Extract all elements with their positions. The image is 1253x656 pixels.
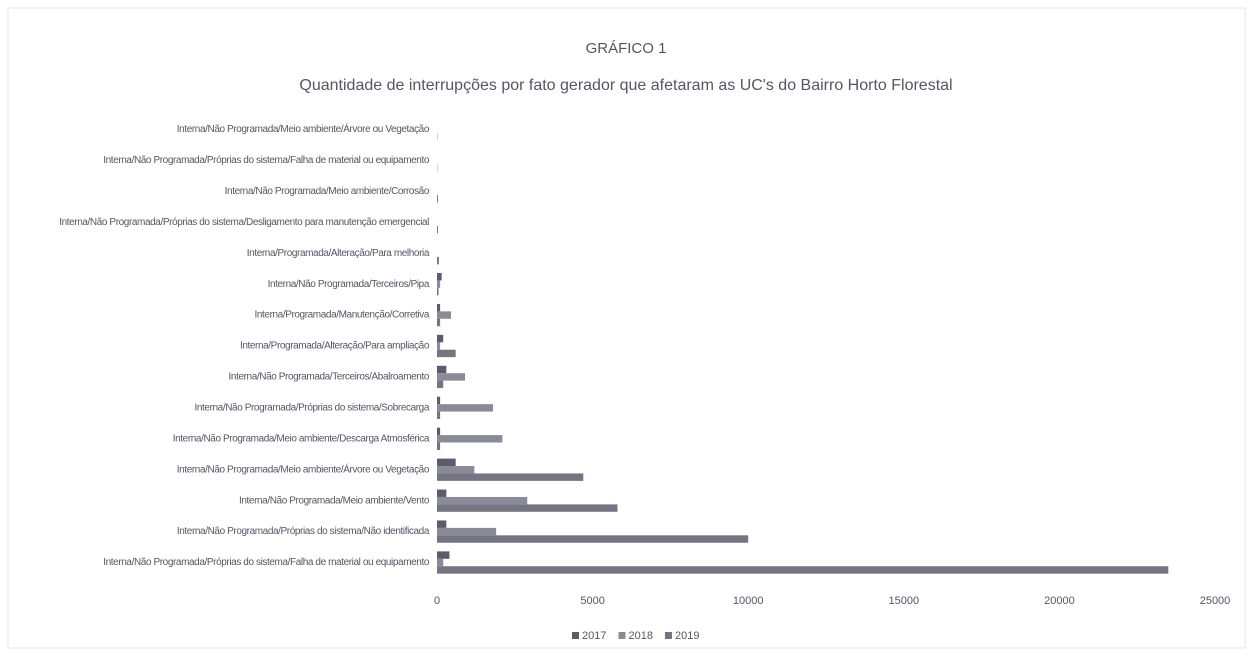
- bar: [437, 535, 749, 543]
- y-tick-label: Interna/Não Programada/Terceiros/Pipa: [268, 279, 430, 290]
- x-tick-label: 25000: [1200, 595, 1231, 607]
- bar: [437, 404, 494, 412]
- chart-subtitle: Quantidade de interrupções por fato gera…: [299, 77, 952, 94]
- bar: [437, 373, 466, 381]
- bar: [437, 442, 441, 450]
- y-tick-label: Interna/Programada/Alteração/Para amplia…: [240, 341, 430, 352]
- bar: [437, 411, 441, 420]
- y-tick-label: Interna/Não Programada/Meio ambiente/Árv…: [177, 462, 430, 475]
- x-tick-label: 0: [434, 595, 440, 607]
- legend-swatch: [618, 632, 626, 639]
- y-tick-label: Interna/Não Programada/Terceiros/Abalroa…: [229, 372, 430, 383]
- y-tick-label: Interna/Programada/Manutenção/Corretiva: [254, 310, 429, 321]
- legend-swatch: [572, 632, 579, 639]
- bar: [437, 311, 452, 319]
- legend-label: 2018: [628, 630, 652, 642]
- y-tick-label: Interna/Não Programada/Meio ambiente/Cor…: [225, 186, 430, 197]
- bar: [437, 496, 528, 505]
- legend-label: 2019: [675, 630, 699, 642]
- bar: [437, 256, 439, 265]
- bar: [437, 365, 447, 374]
- bar: [437, 435, 503, 443]
- bar: [437, 380, 444, 389]
- x-tick-label: 10000: [733, 595, 764, 607]
- chart-border: [7, 7, 1246, 649]
- x-tick-label: 15000: [889, 595, 920, 607]
- y-tick-label: Interna/Programada/Alteração/Para melhor…: [247, 248, 430, 259]
- bar: [437, 558, 444, 567]
- bar: [437, 225, 438, 234]
- y-tick-label: Interna/Não Programada/Próprias do siste…: [103, 557, 430, 568]
- bar: [437, 466, 475, 474]
- bar: [437, 272, 442, 281]
- bar: [437, 520, 447, 528]
- y-tick-label: Interna/Não Programada/Próprias do siste…: [195, 403, 430, 414]
- y-tick-label: Interna/Não Programada/Meio ambiente/Des…: [173, 433, 430, 444]
- bar: [437, 342, 441, 350]
- bar: [437, 427, 441, 436]
- bar: [437, 527, 497, 536]
- y-tick-label: Interna/Não Programada/Próprias do siste…: [103, 155, 430, 166]
- y-tick-label: Interna/Não Programada/Meio ambiente/Árv…: [177, 122, 430, 135]
- bar: [437, 551, 450, 559]
- chart-title: GRÁFICO 1: [586, 40, 667, 57]
- legend-swatch: [664, 632, 672, 639]
- legend-label: 2017: [582, 630, 606, 642]
- bar: [437, 458, 456, 467]
- bar: [437, 280, 441, 288]
- bar: [437, 318, 441, 327]
- bar: [437, 303, 441, 312]
- bar: [437, 349, 456, 358]
- y-tick-label: Interna/Não Programada/Meio ambiente/Ven…: [239, 495, 430, 506]
- bar: [437, 334, 444, 343]
- y-tick-label: Interna/Não Programada/Próprias do siste…: [177, 526, 430, 537]
- y-tick-label: Interna/Não Programada/Próprias do siste…: [59, 217, 429, 228]
- x-tick-label: 20000: [1044, 595, 1075, 607]
- bar: [437, 287, 439, 296]
- bar: [437, 473, 584, 481]
- bar: [437, 489, 447, 497]
- x-tick-label: 5000: [580, 595, 604, 607]
- bar: [437, 566, 1169, 574]
- bar: [437, 195, 438, 203]
- bar: [437, 504, 618, 512]
- bar: [437, 396, 441, 405]
